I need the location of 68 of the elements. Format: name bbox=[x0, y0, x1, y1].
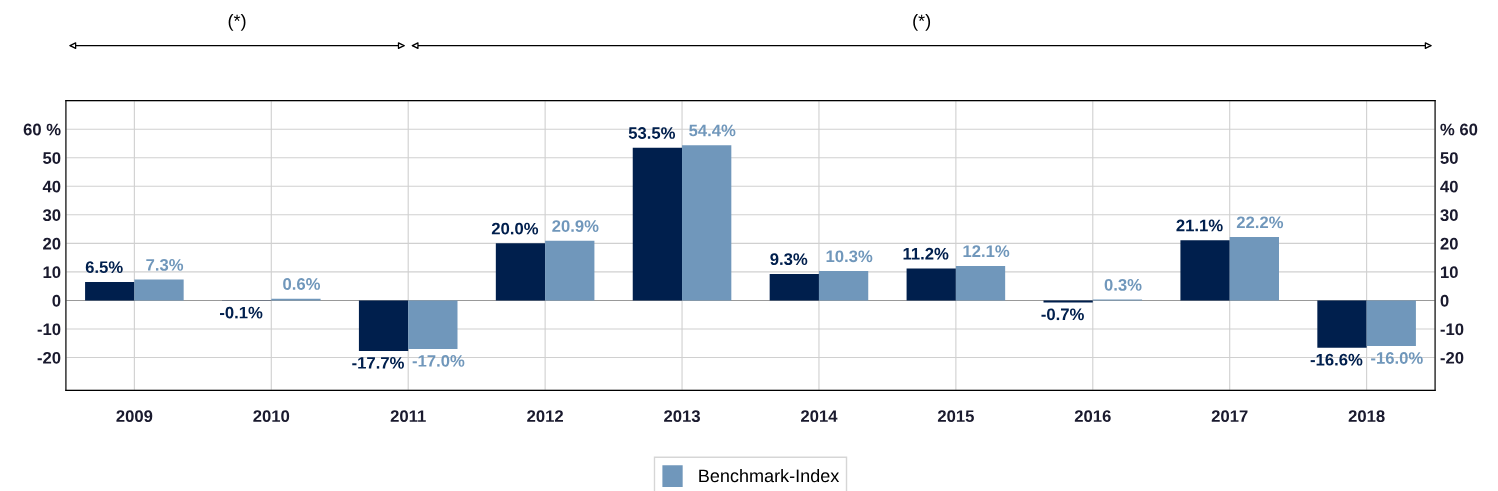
y2-tick-label: 30 bbox=[1440, 209, 1458, 222]
bar bbox=[495, 243, 546, 301]
data-label: 22.2% bbox=[1236, 216, 1284, 229]
y-tick-label: 60 % bbox=[23, 123, 61, 136]
y-tick-label: 30 bbox=[42, 209, 61, 222]
data-label: -16.6% bbox=[1310, 353, 1363, 366]
x-tick-label: 2010 bbox=[253, 410, 290, 423]
bar bbox=[1366, 300, 1416, 347]
data-label: 20.9% bbox=[552, 220, 599, 232]
bar bbox=[1229, 237, 1279, 301]
y2-tick-label: 0 bbox=[1440, 294, 1449, 307]
bar bbox=[134, 279, 184, 301]
y2-tick-label: -10 bbox=[1440, 323, 1464, 336]
bar bbox=[545, 240, 595, 301]
data-label: -17.0% bbox=[412, 354, 465, 367]
data-label: 7.3% bbox=[146, 258, 184, 271]
data-label: -0.1% bbox=[219, 306, 263, 319]
x-tick-label: 2012 bbox=[527, 410, 563, 423]
y2-tick-label: -20 bbox=[1440, 351, 1464, 364]
data-label: 53.5% bbox=[628, 127, 676, 139]
bar bbox=[1180, 240, 1230, 301]
bar bbox=[1043, 300, 1093, 303]
bar bbox=[85, 281, 135, 301]
data-label: 11.2% bbox=[903, 247, 949, 260]
y-tick-label: 10 bbox=[43, 266, 61, 279]
data-label: 0.3% bbox=[1104, 278, 1142, 291]
y2-tick-label: 50 bbox=[1440, 152, 1458, 164]
data-label: 21.1% bbox=[1176, 219, 1223, 232]
y2-tick-label: 20 bbox=[1440, 237, 1458, 250]
x-tick-label: 2011 bbox=[390, 410, 426, 423]
data-label: -17.7% bbox=[352, 357, 404, 369]
y-tick-label: 0 bbox=[52, 294, 61, 307]
bar bbox=[408, 300, 458, 349]
bar bbox=[358, 300, 409, 351]
data-label: 54.4% bbox=[689, 124, 736, 137]
y-tick-label: 20 bbox=[43, 237, 61, 250]
bar bbox=[906, 268, 956, 301]
y2-tick-label: % 60 bbox=[1440, 123, 1478, 136]
data-label: 20.0% bbox=[491, 222, 539, 235]
bar bbox=[769, 273, 819, 301]
data-label: 9.3% bbox=[770, 253, 808, 266]
bar bbox=[682, 145, 732, 301]
x-tick-label: 2009 bbox=[116, 410, 153, 423]
y2-tick-label: 40 bbox=[1440, 180, 1458, 193]
y-tick-label: -10 bbox=[37, 323, 61, 336]
x-tick-label: 2015 bbox=[937, 410, 974, 423]
x-tick-label: 2013 bbox=[664, 410, 700, 423]
y-tick-label: -20 bbox=[37, 351, 61, 364]
y-tick-label: 40 bbox=[42, 180, 61, 193]
y2-tick-label: 10 bbox=[1440, 266, 1458, 279]
x-tick-label: 2016 bbox=[1074, 410, 1111, 423]
bar bbox=[632, 147, 683, 301]
data-label: -0.7% bbox=[1041, 308, 1084, 321]
data-label: 6.5% bbox=[85, 261, 123, 274]
x-tick-label: 2014 bbox=[801, 410, 838, 423]
x-tick-label: 2018 bbox=[1348, 410, 1385, 423]
bar bbox=[955, 265, 1006, 301]
legend-label: Benchmark-Index bbox=[699, 468, 840, 483]
data-label: 0.6% bbox=[283, 278, 321, 290]
y-tick-label: 50 bbox=[43, 152, 61, 164]
text: (*) bbox=[228, 14, 246, 31]
x-tick-label: 2017 bbox=[1211, 410, 1248, 423]
text: (*) bbox=[913, 14, 931, 31]
data-label: 12.1% bbox=[963, 245, 1010, 258]
data-label: 10.3% bbox=[826, 250, 873, 263]
bar bbox=[818, 271, 869, 301]
bar bbox=[1317, 300, 1367, 348]
data-label: -16.0% bbox=[1371, 352, 1423, 364]
